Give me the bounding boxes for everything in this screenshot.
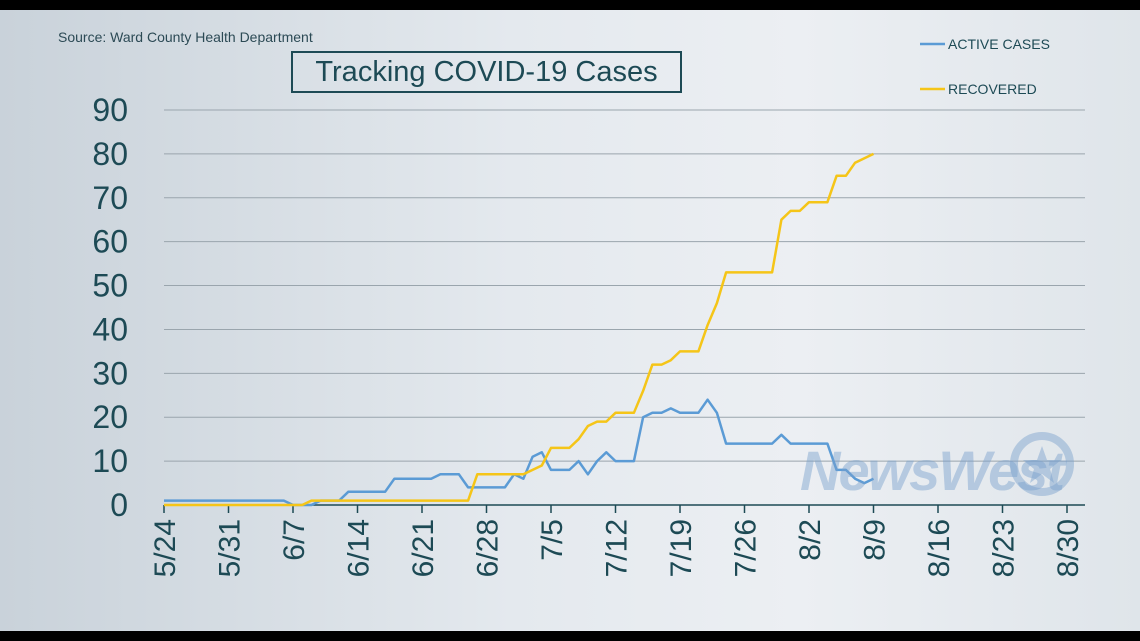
legend-label: RECOVERED: [948, 81, 1037, 97]
x-tick-label: 6/7: [278, 519, 311, 561]
source-label: Source: Ward County Health Department: [58, 29, 313, 45]
y-tick-labels: 0 10 20 30 40 50 60 70 80 90: [92, 92, 128, 523]
x-tick-label: 8/23: [988, 519, 1021, 577]
chart-title: Tracking COVID-19 Cases: [291, 51, 682, 93]
x-tick-label: 8/30: [1052, 519, 1085, 577]
y-tick-label: 50: [92, 268, 128, 304]
y-tick-label: 10: [92, 443, 128, 479]
x-tick-label: 7/12: [601, 519, 634, 577]
newswest-watermark: NewsWest: [800, 439, 1065, 502]
x-tick-label: 7/19: [665, 519, 698, 577]
x-tick-label: 5/31: [214, 519, 247, 577]
x-tick-label: 8/2: [794, 519, 827, 561]
letterbox-bottom: [0, 631, 1140, 641]
letterbox-top: [0, 0, 1140, 10]
y-tick-label: 70: [92, 180, 128, 216]
y-tick-label: 90: [92, 92, 128, 128]
grid-lines: [164, 109, 1085, 462]
y-tick-label: 80: [92, 136, 128, 172]
y-tick-label: 0: [110, 487, 128, 523]
series-line-recovered: [164, 152, 875, 507]
x-tick-label: 6/21: [407, 519, 440, 577]
x-tick-label: 7/5: [536, 519, 569, 561]
x-tick-label: 6/14: [343, 519, 376, 577]
y-tick-label: 40: [92, 311, 128, 347]
y-tick-label: 30: [92, 355, 128, 391]
x-tick-label: 6/28: [472, 519, 505, 577]
series-line-active-cases: [164, 398, 875, 507]
y-tick-label: 60: [92, 224, 128, 260]
x-tick-label: 8/9: [859, 519, 892, 561]
x-tick-labels: 5/24 5/31 6/7 6/14 6/21 6/28 7/5 7/12 7/19 7/26 8/…: [149, 519, 1085, 577]
y-tick-label: 20: [92, 399, 128, 435]
x-tick-label: 8/16: [923, 519, 956, 577]
x-tick-label: 5/24: [149, 519, 182, 577]
chart-title-text: Tracking COVID-19 Cases: [315, 55, 658, 88]
series-lines: [164, 152, 875, 507]
x-tick-label: 7/26: [730, 519, 763, 577]
legend: ACTIVE CASES RECOVERED: [920, 36, 1050, 97]
axes: [163, 504, 1085, 513]
legend-label: ACTIVE CASES: [948, 36, 1050, 52]
texas-star-logo-icon: [1010, 432, 1074, 496]
